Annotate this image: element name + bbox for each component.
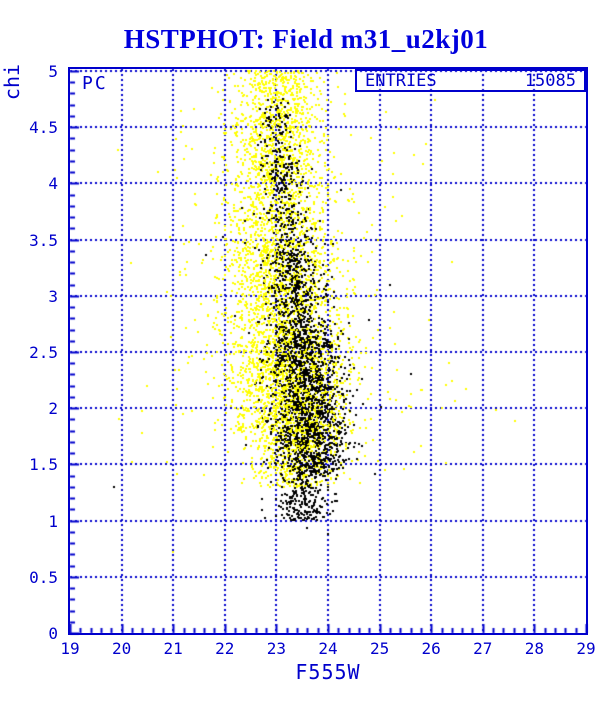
y-tick-label: 0 <box>48 624 58 643</box>
chart-title: HSTPHOT: Field m31_u2kj01 <box>123 24 489 54</box>
x-tick-label: 24 <box>318 639 338 658</box>
y-tick-label: 2.5 <box>29 343 58 362</box>
x-tick-label: 19 <box>60 639 80 658</box>
x-axis-label: F555W <box>295 660 361 684</box>
x-tick-label: 20 <box>111 639 132 658</box>
x-tick-label: 28 <box>524 639 545 658</box>
y-tick-label: 2 <box>48 399 58 419</box>
x-tick-label: 21 <box>163 639 183 658</box>
x-tick-label: 27 <box>473 639 493 658</box>
y-tick-label: 0.5 <box>29 567 58 587</box>
entries-box: ENTRIES 15085 <box>355 69 586 92</box>
x-tick-label: 25 <box>369 639 390 658</box>
x-tick-label: 23 <box>266 639 287 658</box>
y-tick-label: 5 <box>48 62 58 81</box>
detector-chip-label: PC <box>82 73 108 94</box>
x-tick-label: 26 <box>421 639 441 658</box>
y-tick-label: 3 <box>48 286 58 306</box>
plot-frame <box>68 67 588 635</box>
y-tick-label: 3.5 <box>29 230 58 250</box>
entries-value: 15085 <box>524 70 576 91</box>
x-tick-label: 22 <box>215 639 235 658</box>
y-axis-label: chi <box>0 63 24 101</box>
x-tick-label: 29 <box>576 639 596 658</box>
y-tick-label: 1 <box>48 511 58 531</box>
y-tick-label: 4.5 <box>29 118 58 138</box>
y-tick-label: 1.5 <box>29 455 58 475</box>
y-tick-label: 4 <box>48 174 58 194</box>
entries-label: ENTRIES <box>365 70 437 91</box>
